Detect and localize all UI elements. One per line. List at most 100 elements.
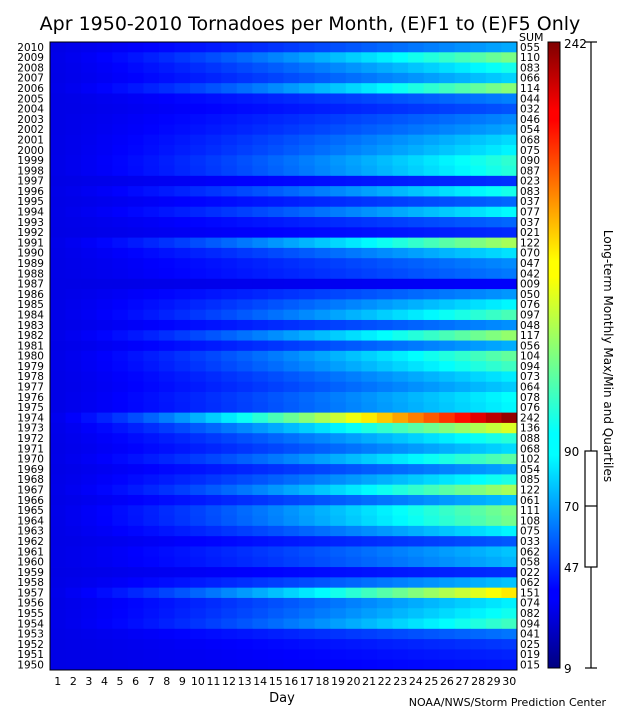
heatmap-cell [392, 628, 409, 640]
heatmap-cell [470, 608, 487, 619]
heatmap-cell [283, 186, 300, 197]
heatmap-cell [127, 52, 144, 63]
heatmap-cell [361, 587, 378, 599]
year-tick-label: 1965 [17, 505, 44, 517]
heatmap-cell [252, 628, 269, 640]
heatmap-cell [299, 618, 316, 630]
heatmap-cell [485, 134, 502, 146]
heatmap-cell [299, 402, 316, 414]
heatmap-cell [283, 340, 300, 352]
heatmap-cell [408, 639, 424, 650]
heatmap-cell [485, 361, 502, 372]
heatmap-cell [439, 52, 456, 63]
day-tick-label: 6 [132, 675, 139, 688]
heatmap-cell [330, 464, 347, 475]
heatmap-cell [376, 165, 393, 177]
heatmap-cell [376, 52, 393, 63]
heatmap-cell [267, 556, 284, 568]
year-tick-label: 1984 [17, 309, 44, 321]
sum-value-label: 136 [520, 423, 540, 435]
heatmap-cell [174, 340, 191, 352]
heatmap-cell [361, 474, 378, 486]
heatmap-cell [221, 618, 238, 630]
heatmap-cell [65, 608, 82, 619]
year-labels: 2010200920082007200620052004200320022001… [17, 42, 44, 672]
heatmap-cell [158, 155, 175, 166]
heatmap-cell [330, 309, 347, 321]
day-tick-label: 23 [393, 675, 407, 688]
heatmap-cell [236, 474, 253, 486]
heatmap-cell [158, 299, 175, 311]
heatmap-cell [190, 618, 207, 630]
heatmap-cell [65, 422, 82, 434]
heatmap-cell [330, 412, 347, 424]
heatmap-cell [501, 289, 518, 300]
heatmap-cell [65, 175, 82, 187]
heatmap-cell [143, 464, 160, 475]
heatmap-cell [236, 217, 253, 228]
heatmap-cell [127, 114, 144, 125]
heatmap-cell [361, 525, 378, 537]
heatmap-cell [392, 443, 409, 455]
heatmap-cell [439, 72, 456, 84]
heatmap-cell [439, 227, 456, 239]
heatmap-cell [299, 340, 316, 352]
heatmap-cell [174, 597, 191, 609]
heatmap-cell [190, 134, 207, 146]
heatmap-cell [112, 505, 129, 516]
heatmap-cell [470, 371, 487, 383]
heatmap-cell [501, 484, 518, 496]
colorbar-q3-label: 90 [564, 445, 579, 459]
heatmap-cell [158, 433, 175, 444]
heatmap-cell [345, 340, 362, 352]
heatmap-cell [174, 93, 191, 105]
year-tick-label: 1993 [17, 217, 44, 229]
heatmap-cell [470, 330, 487, 341]
heatmap-cell [112, 608, 129, 619]
heatmap-cell [50, 289, 66, 300]
heatmap-cell [221, 217, 238, 228]
heatmap-cell [423, 474, 440, 486]
heatmap-cell [470, 361, 487, 372]
heatmap-cell [423, 350, 440, 362]
heatmap-cell [205, 319, 222, 331]
heatmap-cell [81, 309, 98, 321]
year-tick-label: 2000 [17, 145, 44, 157]
heatmap-cell [252, 103, 269, 115]
heatmap-cell [65, 556, 82, 568]
heatmap-cell [50, 103, 66, 115]
heatmap-cell [267, 165, 284, 177]
heatmap-cell [392, 278, 409, 290]
heatmap-cell [423, 525, 440, 537]
heatmap-cell [190, 258, 207, 269]
heatmap-cell [361, 42, 378, 53]
sum-value-label: 023 [520, 176, 540, 188]
heatmap-cell [283, 464, 300, 475]
heatmap-cell [314, 114, 331, 125]
heatmap-cell [81, 350, 98, 362]
heatmap-cell [112, 392, 129, 403]
heatmap-cell [252, 175, 269, 187]
sum-labels: 0551100830661140440320460540680750900870… [520, 42, 540, 672]
heatmap-cell [236, 258, 253, 269]
heatmap-cell [299, 319, 316, 331]
heatmap-cell [267, 206, 284, 218]
heatmap-cell [158, 412, 175, 424]
heatmap-cell [50, 299, 66, 311]
heatmap-cell [81, 422, 98, 434]
heatmap-cell [205, 93, 222, 105]
heatmap-cell [112, 649, 129, 661]
sum-value-label: 068 [520, 443, 540, 455]
heatmap-cell [221, 144, 238, 156]
heatmap-cell [190, 268, 207, 280]
heatmap-cell [236, 134, 253, 146]
heatmap-cell [158, 546, 175, 558]
sum-value-label: 077 [520, 207, 540, 219]
heatmap-cell [81, 484, 98, 496]
heatmap-cell [330, 597, 347, 609]
heatmap-cell [205, 227, 222, 239]
heatmap-cell [267, 525, 284, 537]
heatmap-cell [314, 525, 331, 537]
heatmap-cell [392, 217, 409, 228]
